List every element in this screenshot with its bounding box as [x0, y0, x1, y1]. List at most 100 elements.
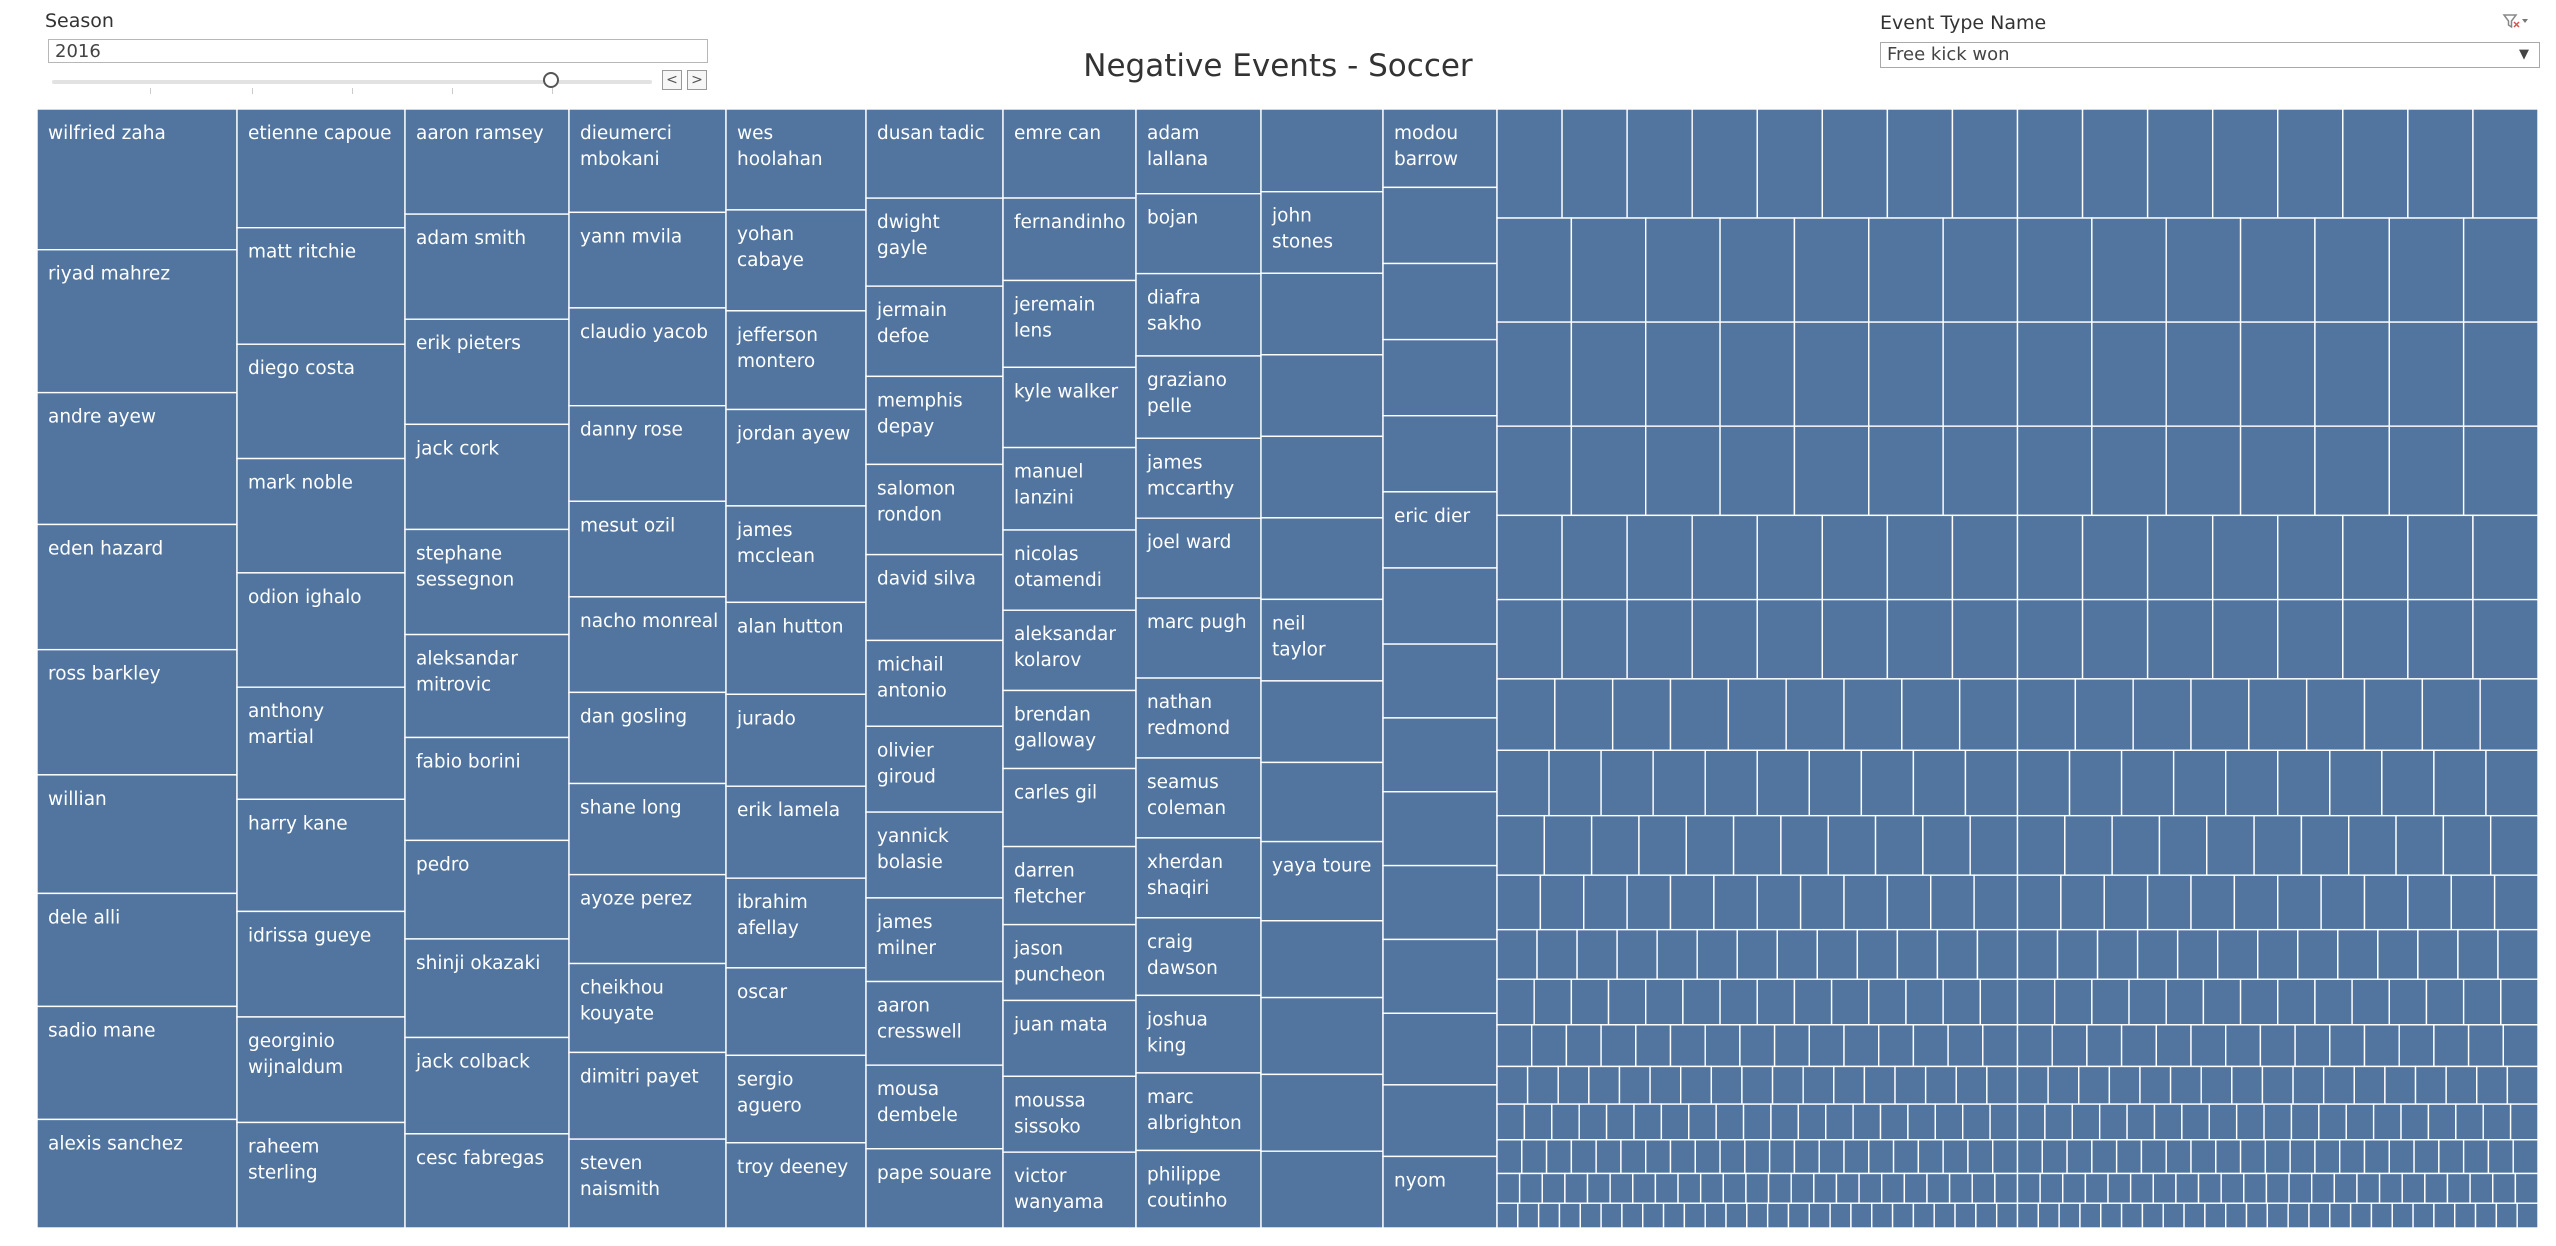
treemap-cell[interactable]	[1901, 678, 1961, 751]
treemap-cell[interactable]	[2140, 1139, 2167, 1175]
treemap-cell[interactable]	[1382, 567, 1498, 645]
treemap-cell[interactable]	[2016, 749, 2071, 817]
treemap-cell[interactable]	[2388, 425, 2465, 517]
treemap-cell[interactable]	[2190, 874, 2236, 931]
treemap-cell[interactable]	[2091, 425, 2167, 517]
treemap-cell[interactable]	[2146, 514, 2214, 601]
treemap-cell[interactable]	[2413, 1139, 2440, 1175]
treemap-cell[interactable]	[2016, 874, 2062, 931]
treemap-cell[interactable]	[2388, 321, 2465, 427]
treemap-cell[interactable]	[1135, 1149, 1262, 1228]
treemap-cell[interactable]	[2412, 1202, 2435, 1228]
treemap-cell[interactable]	[1537, 1202, 1561, 1228]
treemap-cell[interactable]	[1955, 1065, 1988, 1105]
treemap-cell[interactable]	[865, 285, 1004, 378]
treemap-cell[interactable]	[236, 798, 406, 913]
treemap-cell[interactable]	[1756, 109, 1824, 219]
treemap-cell[interactable]	[2502, 1024, 2538, 1068]
treemap-cell[interactable]	[1951, 514, 2019, 601]
treemap-cell[interactable]	[2487, 1139, 2514, 1175]
treemap-cell[interactable]	[1496, 978, 1535, 1026]
treemap-cell[interactable]	[2314, 425, 2390, 517]
treemap-cell[interactable]	[2342, 514, 2409, 601]
treemap-cell[interactable]	[2388, 1139, 2415, 1175]
treemap-cell[interactable]	[2220, 1172, 2245, 1204]
treemap-cell[interactable]	[1713, 874, 1758, 931]
treemap-cell[interactable]	[1633, 1103, 1663, 1141]
treemap-cell[interactable]	[568, 1138, 727, 1228]
treemap-cell[interactable]	[1260, 680, 1384, 764]
treemap-cell[interactable]	[236, 343, 406, 460]
treemap-cell[interactable]	[1382, 864, 1498, 941]
treemap-cell[interactable]	[2016, 514, 2084, 601]
treemap-cell[interactable]	[2016, 1139, 2043, 1175]
treemap-cell[interactable]	[1821, 598, 1889, 680]
treemap-cell[interactable]	[1973, 874, 2019, 931]
treemap-cell[interactable]	[2472, 109, 2538, 219]
treemap-cell[interactable]	[1852, 1103, 1882, 1141]
treemap-cell[interactable]	[1827, 814, 1877, 876]
treemap-cell[interactable]	[1645, 978, 1684, 1026]
treemap-cell[interactable]	[1933, 1202, 1956, 1228]
treemap-cell[interactable]	[1588, 1065, 1621, 1105]
treemap-cell[interactable]	[2493, 874, 2538, 931]
treemap-cell[interactable]	[2265, 1172, 2290, 1204]
treemap-cell[interactable]	[2165, 978, 2205, 1026]
treemap-cell[interactable]	[1260, 1150, 1384, 1228]
treemap-cell[interactable]	[2165, 425, 2242, 517]
treemap-cell[interactable]	[1645, 321, 1721, 427]
treemap-cell[interactable]	[2339, 1139, 2366, 1175]
treemap-cell[interactable]	[2450, 874, 2496, 931]
treemap-cell[interactable]	[1002, 609, 1137, 692]
treemap-cell[interactable]	[1964, 749, 2019, 817]
treemap-cell[interactable]	[2115, 1139, 2143, 1175]
treemap-cell[interactable]	[236, 686, 406, 801]
treemap-cell[interactable]	[2039, 1172, 2064, 1204]
treemap-cell[interactable]	[1135, 917, 1262, 997]
treemap-cell[interactable]	[1948, 1172, 1973, 1204]
treemap-cell[interactable]	[236, 572, 406, 688]
treemap-cell[interactable]	[2462, 978, 2502, 1026]
treemap-cell[interactable]	[2407, 874, 2452, 931]
treemap-cell[interactable]	[1756, 874, 1802, 931]
treemap-cell[interactable]	[1871, 1202, 1894, 1228]
treemap-cell[interactable]	[2329, 1024, 2366, 1068]
treemap-cell[interactable]	[1813, 1172, 1838, 1204]
treemap-cell[interactable]	[2098, 1103, 2128, 1141]
treemap-cell[interactable]	[1496, 514, 1563, 601]
treemap-cell[interactable]	[1642, 1202, 1665, 1228]
treemap-cell[interactable]	[1496, 814, 1546, 876]
treemap-cell[interactable]	[1912, 1024, 1949, 1068]
treemap-cell[interactable]	[2438, 1139, 2465, 1175]
treemap-cell[interactable]	[2239, 978, 2279, 1026]
treemap-cell[interactable]	[2314, 978, 2353, 1026]
treemap-cell[interactable]	[1626, 598, 1693, 680]
treemap-cell[interactable]	[1590, 814, 1640, 876]
treemap-cell[interactable]	[725, 877, 867, 969]
treemap-cell[interactable]	[2433, 1202, 2456, 1228]
treemap-cell[interactable]	[2314, 321, 2390, 427]
treemap-cell[interactable]	[1382, 1155, 1498, 1228]
treemap-cell[interactable]	[2165, 217, 2242, 323]
treemap-cell[interactable]	[2183, 1202, 2206, 1228]
treemap-cell[interactable]	[2427, 1103, 2457, 1141]
treemap-cell[interactable]	[2016, 425, 2093, 517]
treemap-cell[interactable]	[1912, 749, 1967, 817]
treemap-cell[interactable]	[2287, 1202, 2310, 1228]
treemap-cell[interactable]	[1521, 1139, 1548, 1175]
treemap-cell[interactable]	[1704, 749, 1758, 817]
treemap-cell[interactable]	[1715, 1103, 1745, 1141]
treemap-cell[interactable]	[865, 980, 1004, 1066]
treemap-cell[interactable]	[2288, 1172, 2313, 1204]
treemap-cell[interactable]	[1766, 1202, 1790, 1228]
treemap-cell[interactable]	[1858, 1172, 1883, 1204]
treemap-cell[interactable]	[1570, 217, 1647, 323]
treemap-cell[interactable]	[1382, 415, 1498, 493]
treemap-cell[interactable]	[2363, 1024, 2400, 1068]
treemap-cell[interactable]	[1586, 1172, 1611, 1204]
treemap-cell[interactable]	[2277, 109, 2344, 219]
treemap-cell[interactable]	[1770, 1103, 1800, 1141]
treemap-cell[interactable]	[2051, 1024, 2088, 1068]
treemap-cell[interactable]	[1994, 1172, 2019, 1204]
treemap-cell[interactable]	[1905, 978, 1944, 1026]
